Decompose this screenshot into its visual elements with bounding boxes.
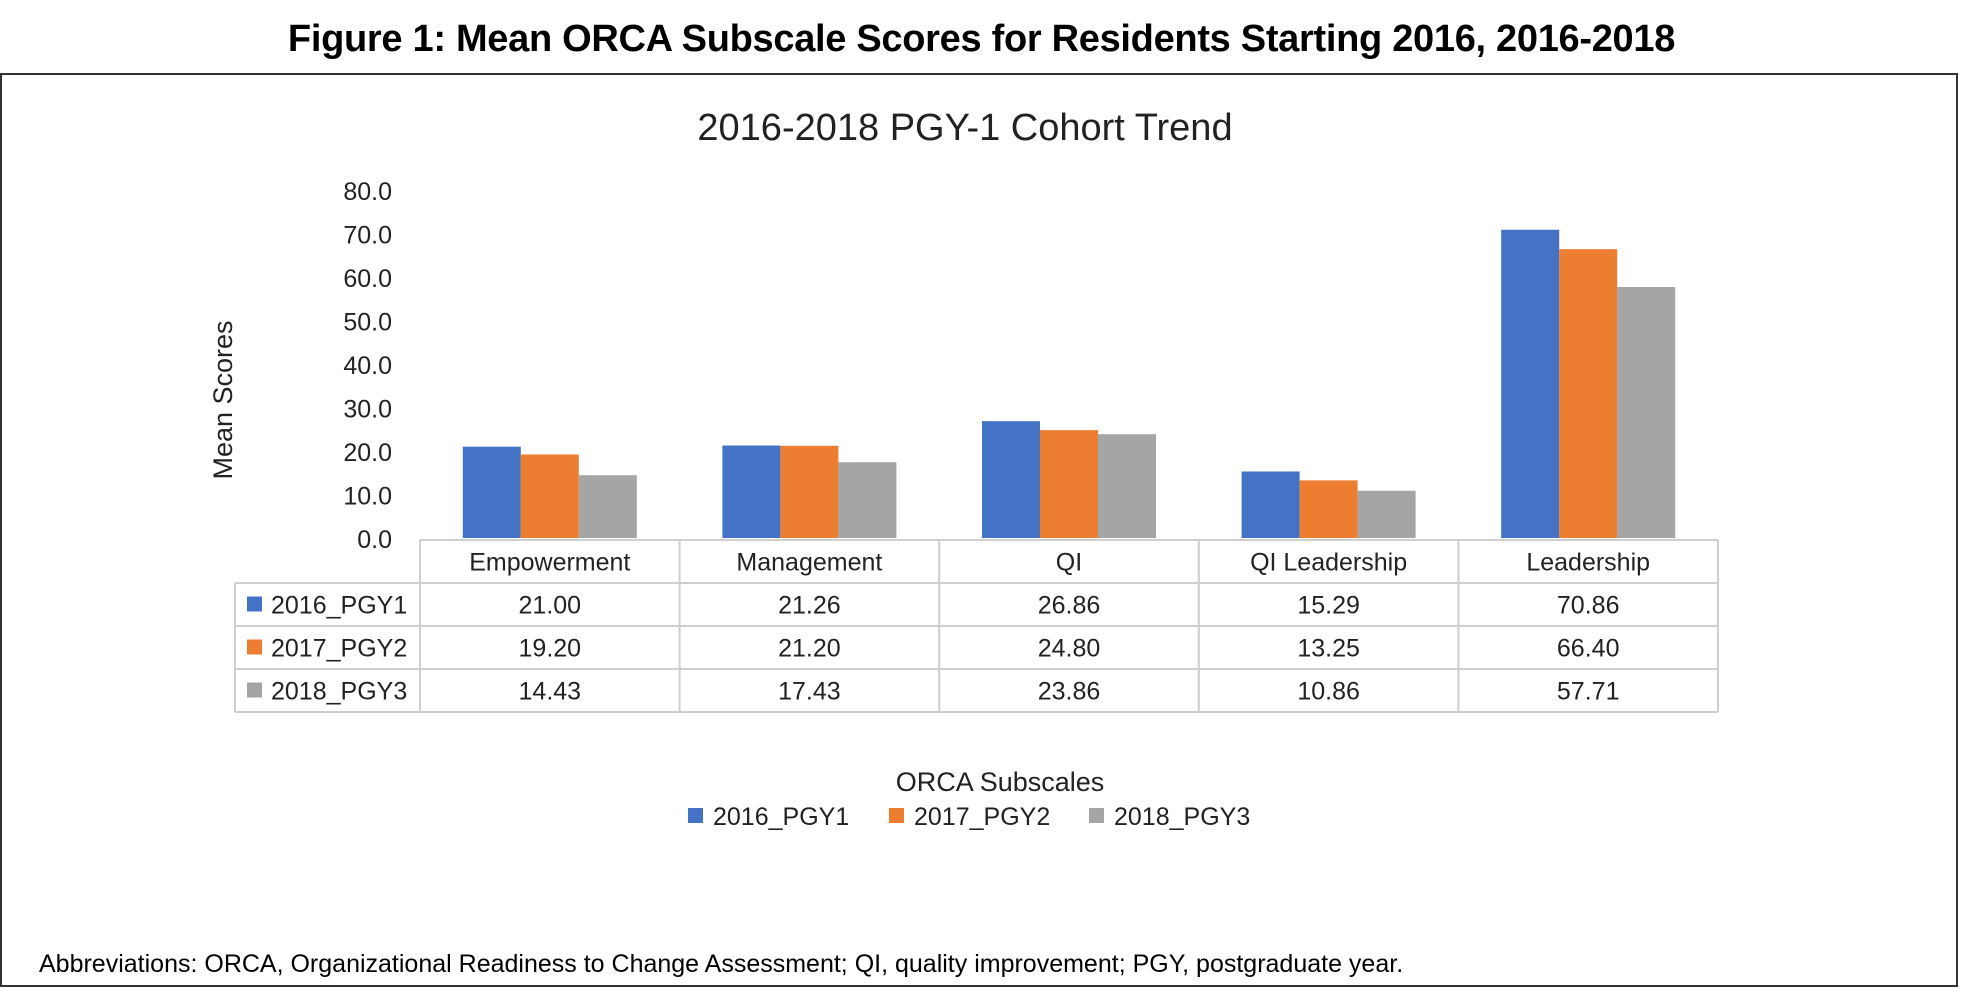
y-tick-label: 40.0 <box>343 352 392 380</box>
data-value-label: 21.26 <box>778 592 841 620</box>
legend-key <box>688 808 703 823</box>
y-tick-label: 0.0 <box>357 526 392 554</box>
bar <box>1501 229 1560 538</box>
table-legend-key <box>247 639 262 655</box>
legend-label: 2018_PGY3 <box>1114 803 1250 831</box>
category-label: Management <box>736 549 882 577</box>
table-series-name: 2017_PGY2 <box>271 635 407 663</box>
bar <box>462 446 521 538</box>
legend-label: 2017_PGY2 <box>914 803 1050 831</box>
data-value-label: 70.86 <box>1557 592 1620 620</box>
y-axis-label: Mean Scores <box>208 320 238 479</box>
data-value-label: 23.86 <box>1038 678 1101 706</box>
data-value-label: 14.43 <box>519 678 582 706</box>
category-label: QI <box>1056 549 1082 577</box>
category-label: QI Leadership <box>1250 549 1407 577</box>
bar <box>1299 480 1358 538</box>
y-tick-label: 60.0 <box>343 265 392 293</box>
x-axis-label: ORCA Subscales <box>896 767 1105 797</box>
y-tick-label: 50.0 <box>343 309 392 337</box>
y-tick-label: 20.0 <box>343 439 392 467</box>
data-value-label: 10.86 <box>1297 678 1360 706</box>
y-tick-label: 10.0 <box>343 483 392 511</box>
y-tick-label: 70.0 <box>343 222 392 250</box>
abbreviations-note: Abbreviations: ORCA, Organizational Read… <box>39 950 1404 978</box>
bar <box>1040 430 1098 538</box>
bar <box>578 475 637 538</box>
data-value-label: 26.86 <box>1038 592 1101 620</box>
data-value-label: 24.80 <box>1038 635 1101 663</box>
table-series-name: 2018_PGY3 <box>271 678 407 706</box>
bar <box>520 454 579 538</box>
data-table: Empowerment Management QI QI Leadership Lead… <box>234 539 1719 713</box>
figure-caption: Figure 1: Mean ORCA Subscale Scores for … <box>287 18 1676 60</box>
y-tick-label: 30.0 <box>343 396 392 424</box>
category-label: Empowerment <box>469 549 630 577</box>
table-series-name: 2016_PGY1 <box>271 592 407 620</box>
table-legend-key <box>247 596 262 612</box>
figure-frame: Abbreviations: ORCA, Organizational Read… <box>0 73 1958 987</box>
bar <box>722 445 781 538</box>
legend-key <box>1089 808 1104 823</box>
bar <box>838 462 897 538</box>
legend-label: 2016_PGY1 <box>713 803 849 831</box>
data-value-label: 13.25 <box>1297 635 1360 663</box>
bar <box>1357 490 1416 538</box>
bar <box>780 445 839 538</box>
table-legend-key <box>247 682 262 698</box>
data-value-label: 15.29 <box>1297 592 1360 620</box>
chart-title: 2016-2018 PGY-1 Cohort Trend <box>697 107 1232 149</box>
data-value-label: 57.71 <box>1557 678 1620 706</box>
bar <box>982 421 1040 538</box>
bar <box>1617 286 1676 538</box>
data-value-label: 66.40 <box>1557 635 1620 663</box>
bar <box>1241 471 1300 538</box>
bar <box>1098 434 1156 538</box>
legend: 2016_PGY1 2017_PGY2 2018_PGY3 <box>688 803 1250 831</box>
data-value-label: 17.43 <box>778 678 841 706</box>
data-value-label: 21.20 <box>778 635 841 663</box>
y-tick-label: 80.0 <box>343 178 392 206</box>
y-axis-ticks: 0.0 10.0 20.0 30.0 40.0 50.0 60.0 70.0 80.0 <box>343 178 392 554</box>
data-value-label: 21.00 <box>519 592 582 620</box>
legend-key <box>889 808 904 823</box>
bars <box>462 229 1676 538</box>
bar <box>1559 249 1618 538</box>
data-value-label: 19.20 <box>519 635 582 663</box>
category-label: Leadership <box>1526 549 1650 577</box>
